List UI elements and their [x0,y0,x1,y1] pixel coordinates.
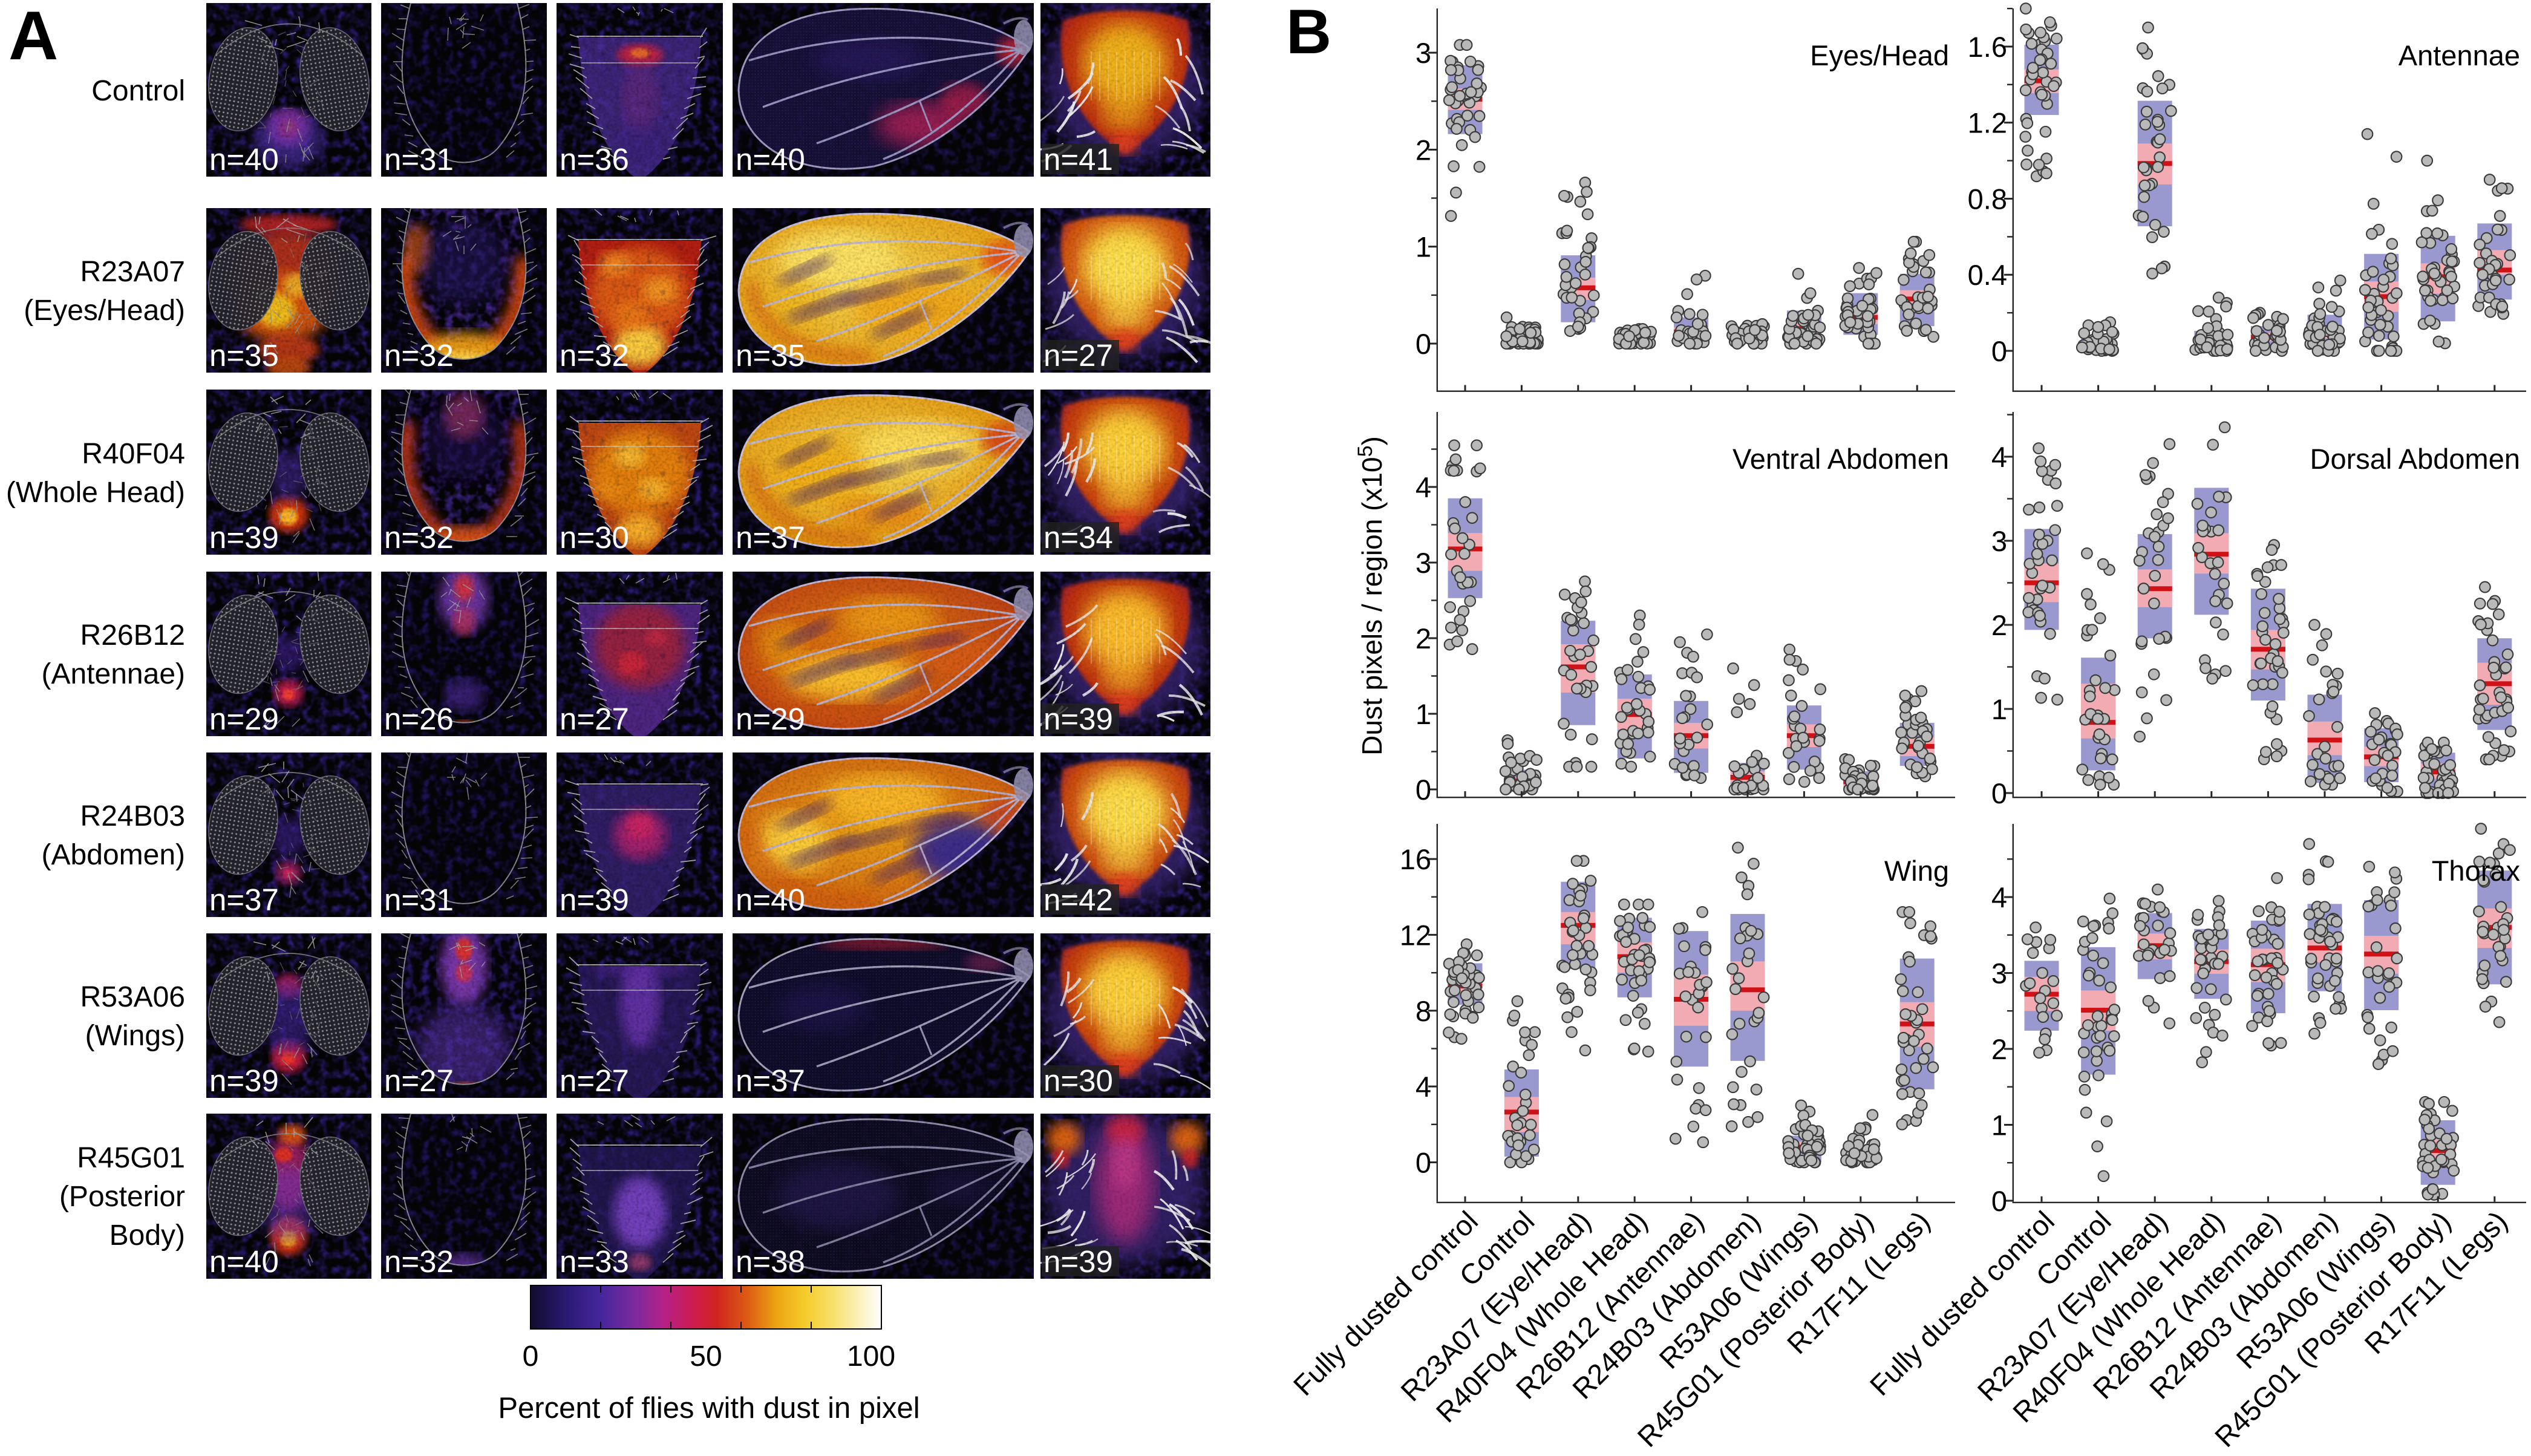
svg-text:1: 1 [1991,693,2007,725]
svg-text:4: 4 [1416,1071,1431,1103]
svg-text:n=39: n=39 [1043,702,1113,736]
svg-text:n=27: n=27 [560,1063,629,1098]
svg-text:(Abdomen): (Abdomen) [42,839,185,871]
svg-text:R24B03: R24B03 [80,800,185,832]
svg-text:16: 16 [1400,843,1431,875]
svg-text:R40F04: R40F04 [82,438,185,470]
svg-text:n=35: n=35 [736,338,805,373]
svg-text:n=32: n=32 [384,520,454,555]
svg-text:n=42: n=42 [1043,883,1113,917]
svg-text:0.8: 0.8 [1968,183,2007,215]
svg-text:3: 3 [1991,525,2007,557]
svg-text:0: 0 [1416,1147,1431,1179]
svg-text:Eyes/Head: Eyes/Head [1810,39,1949,71]
svg-text:n=32: n=32 [560,338,629,373]
svg-text:(Whole Head): (Whole Head) [6,477,185,509]
svg-text:n=40: n=40 [209,142,279,177]
svg-text:n=29: n=29 [736,702,805,736]
svg-text:n=40: n=40 [209,1244,279,1279]
svg-text:0: 0 [1416,774,1431,806]
svg-text:n=30: n=30 [1043,1063,1113,1098]
svg-text:1.2: 1.2 [1968,107,2007,139]
svg-text:4: 4 [1991,441,2007,473]
svg-text:n=40: n=40 [736,883,805,917]
svg-text:Dust pixels / region (x105): Dust pixels / region (x105) [1354,436,1388,756]
svg-text:n=27: n=27 [560,702,629,736]
svg-text:0: 0 [523,1340,539,1373]
svg-text:Wing: Wing [1884,855,1949,887]
svg-text:4: 4 [1991,881,2007,913]
svg-text:3: 3 [1416,547,1431,579]
svg-text:0: 0 [1991,777,2007,809]
svg-text:B: B [1286,0,1331,67]
svg-text:n=26: n=26 [384,702,454,736]
svg-text:A: A [8,0,58,74]
svg-text:n=37: n=37 [736,1063,805,1098]
svg-text:n=39: n=39 [560,883,629,917]
svg-text:Thorax: Thorax [2432,855,2520,887]
svg-text:100: 100 [847,1340,895,1373]
svg-text:n=31: n=31 [384,883,454,917]
svg-text:0.4: 0.4 [1968,259,2007,291]
svg-text:n=32: n=32 [384,1244,454,1279]
svg-text:8: 8 [1416,995,1431,1027]
svg-text:n=39: n=39 [209,1063,279,1098]
svg-text:Ventral Abdomen: Ventral Abdomen [1733,443,1949,475]
svg-text:Body): Body) [109,1219,185,1252]
svg-text:Percent of flies with dust in: Percent of flies with dust in pixel [498,1392,919,1425]
svg-text:50: 50 [690,1340,722,1373]
svg-text:1: 1 [1416,231,1431,263]
svg-text:n=34: n=34 [1043,520,1113,555]
svg-text:R26B12: R26B12 [80,619,185,651]
svg-text:n=40: n=40 [736,142,805,177]
svg-text:2: 2 [1991,1033,2007,1065]
svg-text:n=37: n=37 [736,520,805,555]
svg-text:R45G01: R45G01 [77,1142,185,1174]
svg-text:3: 3 [1416,37,1431,69]
svg-text:n=27: n=27 [384,1063,454,1098]
svg-text:n=31: n=31 [384,142,454,177]
svg-text:0: 0 [1991,1185,2007,1217]
svg-text:1.6: 1.6 [1968,31,2007,63]
svg-text:2: 2 [1991,609,2007,641]
svg-text:n=33: n=33 [560,1244,629,1279]
svg-text:n=30: n=30 [560,520,629,555]
svg-text:2: 2 [1416,134,1431,166]
svg-text:n=35: n=35 [209,338,279,373]
svg-text:4: 4 [1416,471,1431,503]
svg-text:3: 3 [1991,958,2007,990]
svg-text:n=41: n=41 [1043,142,1113,177]
svg-text:n=27: n=27 [1043,338,1113,373]
svg-text:n=39: n=39 [1043,1244,1113,1279]
svg-text:0: 0 [1416,328,1431,360]
svg-text:R53A06: R53A06 [80,981,185,1013]
svg-text:n=29: n=29 [209,702,279,736]
svg-text:0: 0 [1991,335,2007,367]
svg-text:(Eyes/Head): (Eyes/Head) [24,295,185,327]
svg-text:Dorsal Abdomen: Dorsal Abdomen [2310,443,2520,475]
svg-text:(Wings): (Wings) [85,1020,185,1052]
svg-text:1: 1 [1991,1109,2007,1141]
svg-text:n=36: n=36 [560,142,629,177]
svg-text:Antennae: Antennae [2399,39,2520,71]
svg-text:n=32: n=32 [384,338,454,373]
svg-text:2: 2 [1416,622,1431,655]
svg-text:Control: Control [91,75,185,107]
svg-text:n=37: n=37 [209,883,279,917]
svg-text:n=39: n=39 [209,520,279,555]
svg-text:1: 1 [1416,698,1431,730]
svg-text:R23A07: R23A07 [80,256,185,288]
svg-text:n=38: n=38 [736,1244,805,1279]
svg-text:(Antennae): (Antennae) [42,658,186,690]
svg-text:12: 12 [1400,919,1431,951]
svg-text:(Posterior: (Posterior [59,1181,185,1213]
